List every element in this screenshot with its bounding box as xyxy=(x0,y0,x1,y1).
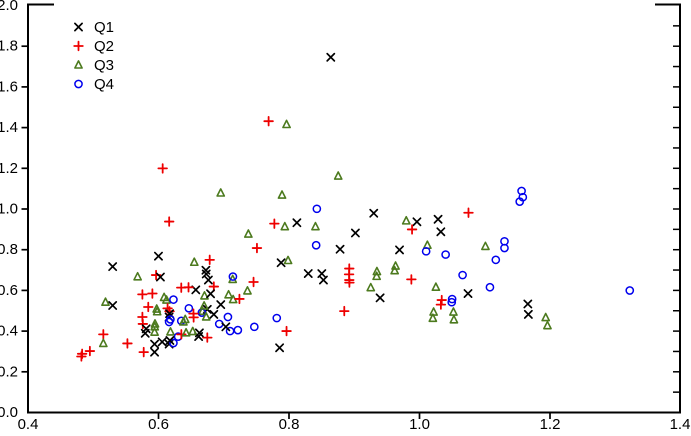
svg-text:1.4: 1.4 xyxy=(670,416,691,431)
svg-text:1.2: 1.2 xyxy=(0,160,18,177)
svg-text:0.4: 0.4 xyxy=(18,416,39,431)
svg-text:0.2: 0.2 xyxy=(0,363,18,380)
svg-text:1.6: 1.6 xyxy=(0,78,18,95)
svg-text:Q3: Q3 xyxy=(94,57,114,74)
svg-text:1.0: 1.0 xyxy=(0,201,18,218)
svg-text:Q2: Q2 xyxy=(94,38,114,55)
svg-text:0.8: 0.8 xyxy=(0,241,18,258)
svg-text:1.0: 1.0 xyxy=(409,416,430,431)
svg-text:0.4: 0.4 xyxy=(0,323,18,340)
svg-text:1.4: 1.4 xyxy=(0,119,18,136)
svg-text:Q4: Q4 xyxy=(94,76,114,93)
svg-text:0.6: 0.6 xyxy=(0,282,18,299)
svg-text:0.8: 0.8 xyxy=(279,416,300,431)
svg-text:0.0: 0.0 xyxy=(0,404,18,421)
svg-text:1.2: 1.2 xyxy=(540,416,561,431)
svg-text:1.8: 1.8 xyxy=(0,38,18,55)
svg-text:Q1: Q1 xyxy=(94,19,114,36)
svg-text:0.6: 0.6 xyxy=(148,416,169,431)
svg-text:2.0: 2.0 xyxy=(0,0,18,14)
